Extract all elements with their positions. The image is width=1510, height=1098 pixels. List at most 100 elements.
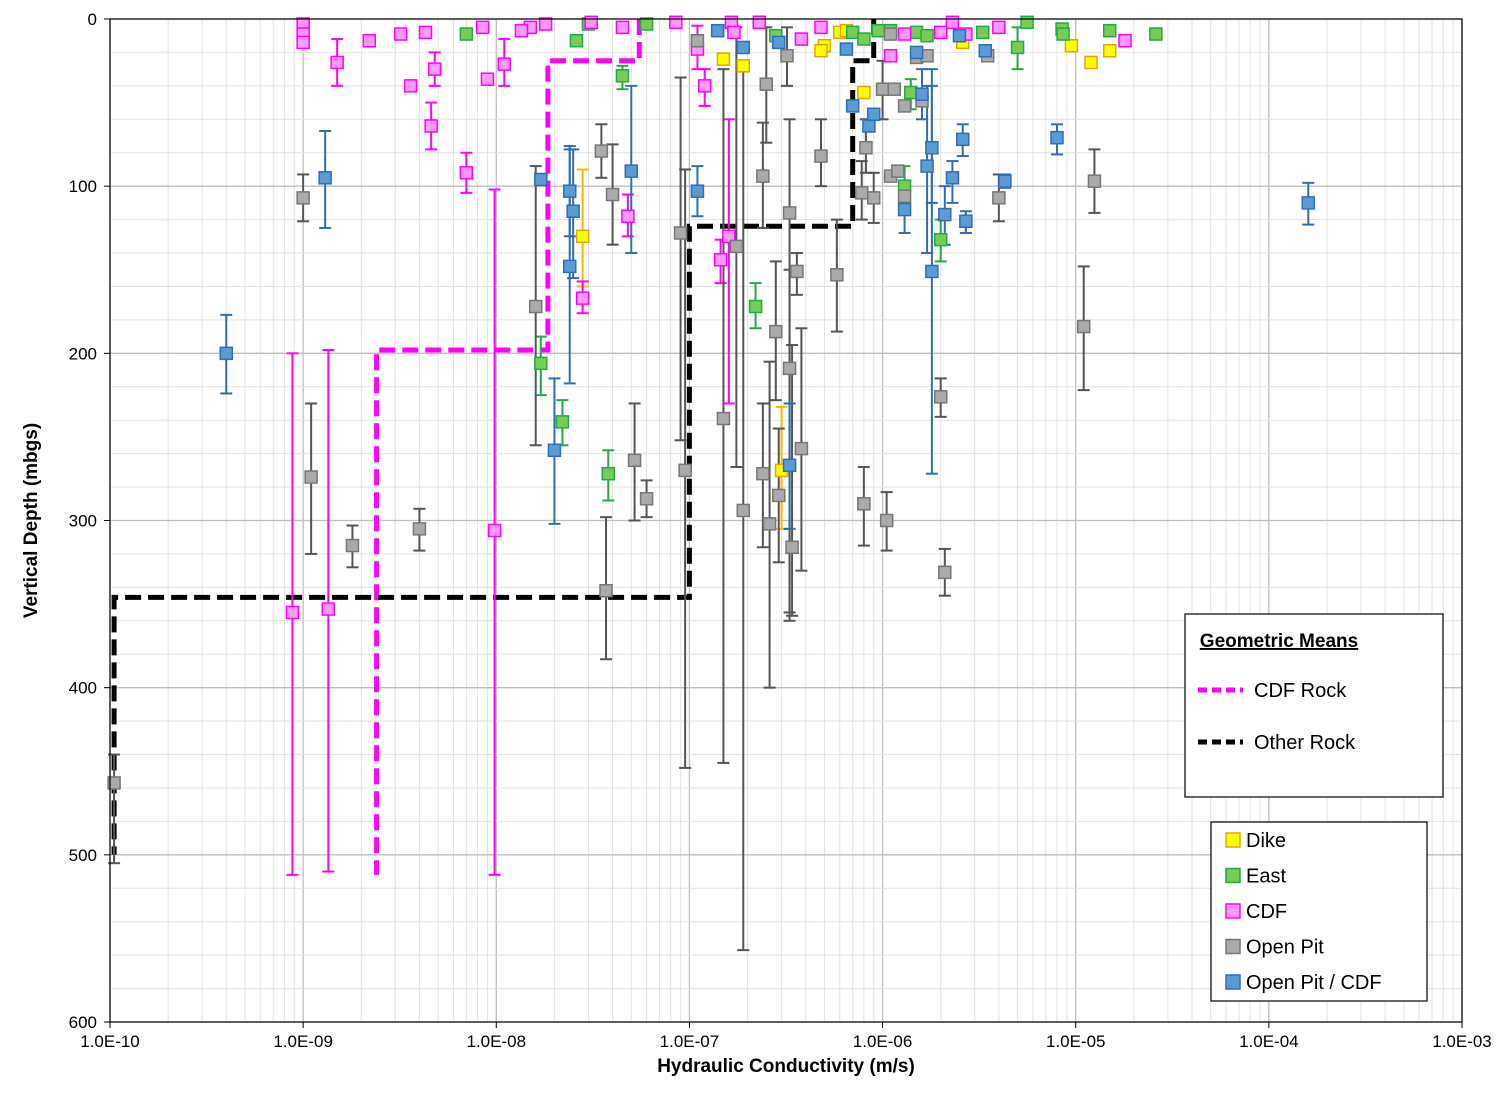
data-point-open-pit (528, 299, 543, 314)
data-point-cdf (621, 209, 635, 224)
data-point-open-pit (627, 453, 642, 468)
data-point-open-pit-cdf (534, 172, 548, 187)
data-point-open-pit (780, 49, 794, 63)
data-point-cdf (330, 55, 344, 70)
data-point-open-pit (992, 191, 1006, 205)
data-point-open-pit (1087, 174, 1102, 188)
data-point-east (920, 28, 934, 43)
data-point-east (1102, 23, 1117, 38)
data-point-open-pit (879, 513, 894, 528)
data-point-open-pit-cdf (566, 204, 580, 218)
data-point-east (975, 25, 990, 40)
data-point-open-pit (854, 186, 869, 200)
data-point-open-pit (771, 488, 786, 503)
data-point-open-pit-cdf (219, 346, 234, 361)
x-tick-label: 1.0E-10 (80, 1032, 140, 1051)
data-point-open-pit (594, 144, 609, 158)
data-point-open-pit (729, 239, 744, 254)
data-point-cdf (945, 15, 960, 30)
data-point-cdf (418, 25, 433, 40)
data-point-open-pit-cdf (915, 87, 929, 101)
data-point-open-pit-cdf (909, 45, 924, 60)
data-point-cdf (794, 32, 809, 46)
data-point-east (904, 85, 918, 100)
legend-label-other-rock: Other Rock (1254, 732, 1356, 754)
data-point-open-pit (673, 226, 688, 240)
data-point-open-pit (756, 169, 770, 183)
geometric-means-legend-box (1184, 613, 1444, 798)
geometric-mean-line-cdf-rock (374, 19, 642, 875)
data-point-open-pit-cdf (624, 164, 639, 178)
data-point-east (1010, 40, 1025, 55)
data-point-open-pit-cdf (920, 159, 934, 173)
legend-label-open-pit-cdf: Open Pit / CDF (1246, 972, 1382, 994)
y-tick-label: 100 (69, 177, 97, 196)
data-point-open-pit-cdf (955, 132, 970, 147)
x-tick-label: 1.0E-04 (1239, 1032, 1299, 1051)
x-tick-label: 1.0E-03 (1432, 1032, 1492, 1051)
data-point-cdf (362, 33, 377, 48)
data-point-open-pit-cdf (978, 44, 992, 58)
data-point-open-pit-cdf (736, 40, 751, 55)
data-point-cdf (727, 25, 741, 40)
data-point-east (857, 32, 871, 46)
data-point-cdf (285, 605, 300, 620)
data-point-cdf (321, 602, 336, 616)
data-point-open-pit (814, 149, 828, 163)
data-point-dike (1084, 55, 1098, 70)
data-point-open-pit (599, 583, 613, 598)
data-point-east (933, 232, 948, 247)
y-tick-label: 500 (69, 846, 97, 865)
data-point-open-pit (678, 463, 692, 478)
data-point-east (871, 23, 886, 38)
axis-tick-labels: 1.0E-10 1.0E-09 1.0E-08 1.0E-07 1.0E-06 1.0E-… (69, 10, 1492, 1051)
data-point-open-pit (605, 187, 620, 202)
data-point-cdf (538, 17, 553, 31)
data-point-open-pit-cdf (1301, 196, 1316, 210)
data-point-open-pit (1076, 319, 1091, 334)
data-point-cdf (814, 20, 828, 35)
data-point-open-pit-cdf (952, 28, 967, 43)
data-point-open-pit-cdf (959, 214, 973, 229)
data-point-open-pit-cdf (938, 207, 952, 222)
data-point-cdf (393, 27, 408, 41)
data-point-cdf (992, 20, 1006, 35)
data-point-cdf (424, 119, 438, 133)
data-point-dike (575, 229, 590, 244)
x-axis-title: Hydraulic Conductivity (m/s) (657, 1056, 915, 1077)
data-point-open-pit (933, 390, 948, 404)
geometric-mean-lines (111, 19, 877, 875)
legend-swatch-open-pit (1225, 938, 1241, 955)
legend-label-open-pit: Open Pit (1246, 937, 1324, 959)
data-point-east (639, 17, 654, 31)
data-point-cdf (514, 23, 529, 38)
geometric-means-legend: Geometric Means CDF Rock Other Rock (1184, 613, 1444, 798)
data-point-east (569, 33, 584, 48)
data-point-east (748, 299, 763, 314)
data-point-open-pit-cdf (925, 140, 939, 155)
x-tick-label: 1.0E-05 (1046, 1032, 1106, 1051)
data-point-open-pit (412, 522, 427, 536)
data-point-open-pit (887, 82, 902, 96)
data-point-cdf (497, 57, 512, 71)
data-point-dike (1102, 44, 1117, 58)
data-point-open-pit (938, 565, 952, 580)
geometric-means-legend-title: Geometric Means (1200, 631, 1358, 652)
data-point-cdf (427, 62, 442, 76)
x-tick-label: 1.0E-08 (467, 1032, 527, 1051)
data-point-open-pit (345, 538, 360, 553)
y-tick-label: 0 (88, 10, 97, 29)
data-point-open-pit (759, 77, 774, 91)
data-point-dike (716, 52, 731, 66)
legend-swatch-dike (1225, 832, 1241, 848)
data-point-cdf (897, 27, 912, 41)
data-point-east (1020, 15, 1034, 30)
data-point-open-pit-cdf (690, 184, 705, 198)
data-point-open-pit (782, 206, 797, 220)
data-point-open-pit (785, 540, 799, 554)
data-point-cdf (669, 15, 683, 30)
data-point-cdf (1118, 33, 1132, 48)
data-point-open-pit (762, 517, 777, 531)
data-point-cdf (713, 252, 728, 267)
data-point-open-pit-cdf (866, 107, 881, 122)
